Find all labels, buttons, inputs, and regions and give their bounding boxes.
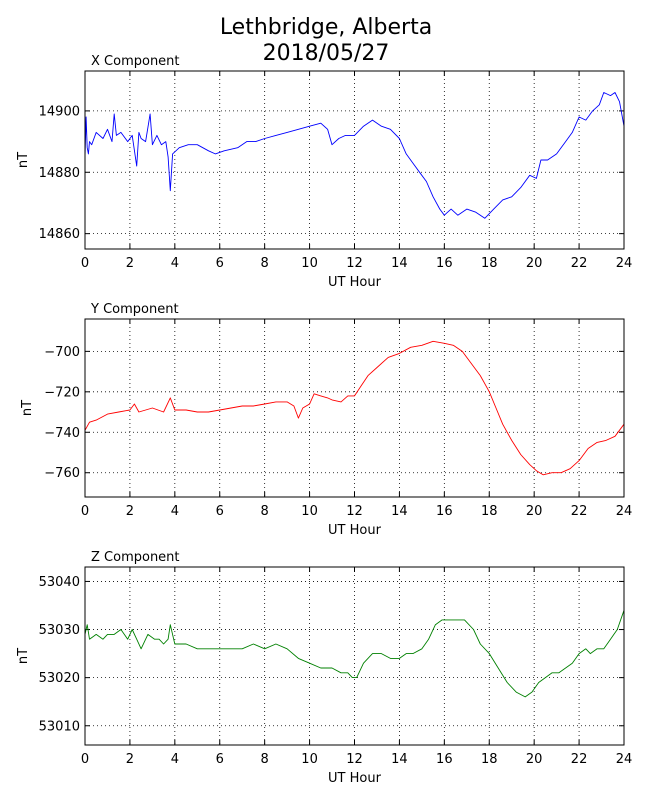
panel-z-xtick-label: 16 [436,752,453,767]
panel-x-xtick-label: 16 [436,256,453,271]
panel-y-ytick-label: −760 [44,466,80,481]
panel-z-frame [84,566,625,746]
panel-z-ytick-label: 53020 [39,671,80,686]
panel-x-frame [84,70,625,250]
panel-x-xtick-label: 24 [616,256,633,271]
figure-title-line2: 2018/05/27 [263,41,390,66]
panel-x-ylabel: nT [16,152,31,168]
panel-y-ylabel: nT [20,400,35,416]
panel-x-xlabel: UT Hour [328,275,382,290]
panel-z-xtick-label: 6 [216,752,224,767]
panel-x-xtick-label: 6 [216,256,224,271]
panel-y-title: Y Component [90,302,179,317]
panel-z-xtick-label: 4 [171,752,179,767]
panel-x-xtick-label: 22 [571,256,588,271]
panel-x-xtick-label: 14 [391,256,408,271]
panel-z-title: Z Component [91,550,180,565]
panel-x-xtick-label: 8 [261,256,269,271]
panel-x-ytick-label: 14880 [39,166,80,181]
panel-y-frame [84,318,625,498]
figure-title-line1: Lethbridge, Alberta [220,15,432,40]
panel-x-xtick-label: 20 [526,256,543,271]
panel-y-xlabel: UT Hour [328,523,382,538]
panel-y-series-line [84,340,625,476]
panel-x-title: X Component [91,54,180,69]
panel-y-xtick-label: 24 [616,504,633,519]
panel-x-xtick-label: 12 [346,256,363,271]
panel-y-ytick-label: −720 [44,385,80,400]
panel-y-ytick-label: −740 [44,426,80,441]
panel-x-xtick-label: 4 [171,256,179,271]
panel-x-xtick-label: 2 [126,256,134,271]
panel-z-ylabel: nT [16,648,31,664]
panel-z-xtick-label: 14 [391,752,408,767]
panel-y-xtick-label: 0 [81,504,89,519]
panel-x-xtick-label: 0 [81,256,89,271]
panel-y-xtick-label: 2 [126,504,134,519]
panel-z-xtick-label: 20 [526,752,543,767]
panel-z-xlabel: UT Hour [328,771,382,786]
panel-y-xtick-label: 8 [261,504,269,519]
panel-y-xtick-label: 22 [571,504,588,519]
panel-z-xtick-label: 22 [571,752,588,767]
panel-y-xtick-label: 14 [391,504,408,519]
panel-x-ytick-label: 14860 [39,227,80,242]
panel-y-xtick-label: 4 [171,504,179,519]
panel-y-xtick-label: 10 [301,504,318,519]
panel-y-ytick-label: −700 [44,345,80,360]
panel-y-xtick-label: 6 [216,504,224,519]
panel-x-xtick-label: 10 [301,256,318,271]
panel-y-xtick-label: 20 [526,504,543,519]
panel-z-xtick-label: 24 [616,752,633,767]
panel-z-xtick-label: 18 [481,752,498,767]
panel-z-xtick-label: 10 [301,752,318,767]
panel-z-xtick-label: 0 [81,752,89,767]
panel-z-xtick-label: 2 [126,752,134,767]
panel-y-xtick-label: 16 [436,504,453,519]
panel-z-ytick-label: 53040 [39,575,80,590]
panel-z-series-line [84,610,625,698]
panel-x-series-line [84,92,625,219]
panel-x-ytick-label: 14900 [39,104,80,119]
panel-y-xtick-label: 12 [346,504,363,519]
panel-y-xtick-label: 18 [481,504,498,519]
panel-z-ytick-label: 53030 [39,623,80,638]
panel-z-ytick-label: 53010 [39,719,80,734]
panel-z-xtick-label: 8 [261,752,269,767]
panel-x-xtick-label: 18 [481,256,498,271]
panel-z-xtick-label: 12 [346,752,363,767]
